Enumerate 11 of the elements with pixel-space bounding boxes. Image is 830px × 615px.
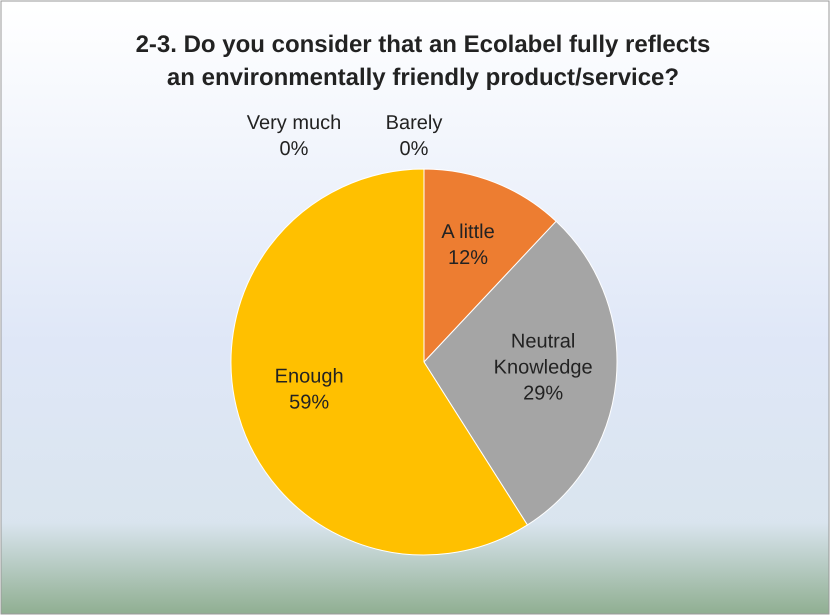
data-label: 29%: [523, 382, 564, 404]
data-label: 12%: [448, 246, 488, 269]
slice-label: Neutral Knowledge: [494, 330, 593, 378]
text: 0%: [280, 138, 308, 160]
category-label: Very much: [246, 112, 342, 134]
category-label: Barely: [386, 112, 442, 134]
chart-title: 2-3. Do you consider that an Ecolabel fully reflects an environmentally friendly product/service?: [136, 31, 710, 91]
slice-label: A little: [441, 220, 495, 243]
text: 0%: [400, 138, 428, 160]
slice-label: Enough: [274, 365, 344, 388]
data-label: 59%: [289, 391, 330, 414]
